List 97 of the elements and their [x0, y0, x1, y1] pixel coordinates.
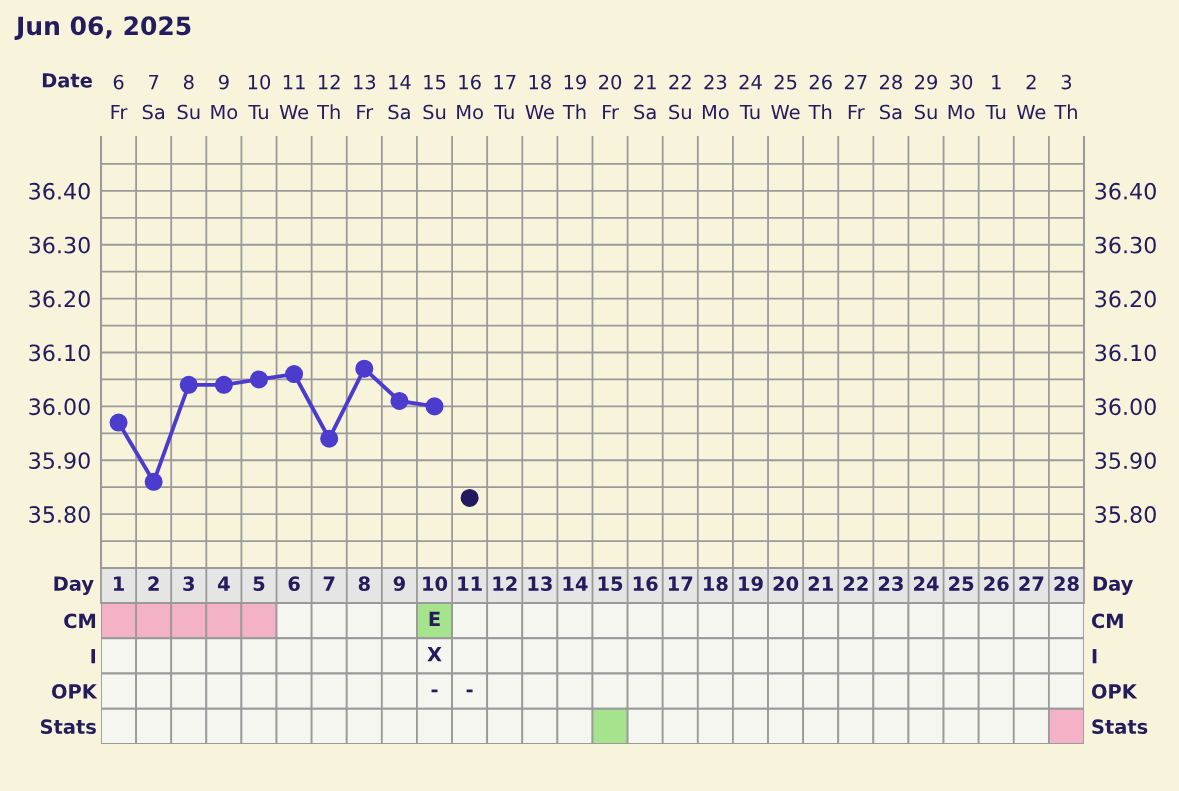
text: X	[427, 647, 442, 662]
category-label: CM	[1091, 613, 1123, 629]
x2-axis-title: Date	[42, 73, 92, 88]
x-tick-label: 7	[323, 576, 335, 591]
x-tick-label: 10	[423, 576, 448, 591]
text: -	[431, 689, 438, 693]
x-tick-label: 27	[1019, 576, 1044, 591]
x2-tick-label: 14 Sa	[388, 74, 411, 120]
x2-tick-label: 17 Tu	[494, 74, 516, 120]
x2-tick-label: 6 Fr	[111, 74, 128, 120]
point	[285, 365, 304, 384]
x-tick-label: 12	[493, 576, 517, 591]
y-tick-label: 36.30	[29, 236, 90, 254]
x2-tick-label: 19 Th	[562, 74, 586, 120]
x2-tick-label: 8 Su	[177, 74, 200, 120]
x-tick-label: 18	[704, 576, 728, 591]
point	[390, 391, 409, 411]
x2-tick-label: 2 We	[1016, 74, 1046, 120]
point	[214, 375, 233, 394]
x-tick-label: 24	[914, 576, 939, 591]
x-axis-title: Day	[54, 576, 94, 595]
x2-tick-label: 24 Tu	[739, 74, 762, 120]
x-tick-label: 6	[288, 576, 300, 591]
x-tick-label: 20	[773, 576, 799, 591]
x-tick-label: 26	[984, 576, 1009, 591]
x-tick-label: 9	[393, 576, 405, 591]
y-tick-label: 36.00	[29, 398, 90, 416]
x-tick-label: 8	[358, 576, 370, 591]
x2-tick-label: 3 Th	[1054, 74, 1077, 120]
x-tick-label: 13	[528, 576, 552, 591]
x2-tick-label: 18 We	[525, 74, 554, 120]
x2-tick-label: 29 Su	[914, 74, 938, 120]
y-tick-label: 36.10	[29, 344, 90, 362]
x-tick-label: 2	[148, 576, 159, 591]
x2-tick-label: 22 Su	[669, 74, 691, 120]
x2-tick-label: 27 Fr	[844, 74, 867, 120]
category-label: I	[91, 649, 96, 664]
x2-tick-label: 16 Mo	[457, 74, 483, 120]
x2-tick-label: 1 Tu	[985, 74, 1006, 120]
x2-tick-label: 28 Sa	[879, 74, 902, 120]
x-tick-label: 1	[113, 576, 124, 591]
x-tick-label: 3	[183, 576, 194, 591]
point	[144, 472, 163, 491]
y-tick-label: 35.80	[29, 506, 90, 523]
point	[179, 375, 198, 394]
x-tick-label: 4	[217, 576, 230, 591]
y2-tick-label: 36.30	[1095, 236, 1156, 254]
x2-tick-label: 26 Th	[808, 74, 832, 120]
x2-tick-label: 12 Th	[317, 74, 340, 120]
x2-tick-label: 11 We	[279, 74, 309, 120]
x-tick-label: 14	[563, 576, 588, 591]
point	[425, 397, 444, 416]
category-label: CM	[64, 613, 96, 629]
y2-tick-label: 35.80	[1095, 506, 1156, 523]
text: Day	[1093, 576, 1133, 595]
x2-tick-label: 21 Sa	[634, 74, 656, 120]
x-tick-label: 15	[598, 576, 623, 591]
category-label: Stats	[1092, 719, 1148, 735]
point	[249, 370, 269, 389]
x-tick-label: 23	[878, 576, 903, 591]
text: E	[429, 611, 440, 626]
x-tick-label: 22	[843, 576, 868, 591]
x2-tick-label: 15 Su	[423, 74, 446, 120]
x-tick-label: 5	[253, 576, 265, 591]
chart-title: Jun 06, 2025	[14, 16, 191, 40]
y2-tick-label: 36.00	[1095, 398, 1156, 416]
x-tick-label: 19	[739, 576, 763, 591]
x2-tick-label: 25 We	[771, 74, 800, 120]
y2-tick-label: 36.20	[1095, 290, 1156, 308]
category-label: OPK	[51, 684, 98, 699]
category-label: I	[1092, 649, 1097, 664]
x2-tick-label: 10 Tu	[248, 74, 271, 120]
point	[460, 488, 479, 507]
y-tick-label: 36.20	[29, 290, 90, 308]
y-tick-label: 36.40	[29, 182, 90, 200]
text: -	[466, 689, 473, 693]
x2-tick-label: 30 Mo	[948, 74, 975, 120]
x-tick-label: 25	[949, 576, 974, 591]
x-tick-label: 16	[633, 576, 658, 591]
x-tick-label: 21	[808, 576, 833, 591]
x2-tick-label: 13 Fr	[354, 74, 376, 120]
y-tick-label: 35.90	[29, 452, 90, 470]
x2-tick-label: 7 Sa	[142, 74, 165, 120]
x2-tick-label: 20 Fr	[599, 74, 622, 120]
y2-tick-label: 36.10	[1095, 344, 1156, 362]
x-tick-label: 11	[458, 576, 482, 591]
x2-tick-label: 9 Mo	[211, 74, 238, 120]
y2-tick-label: 35.90	[1095, 452, 1156, 470]
point	[320, 429, 339, 448]
point	[109, 413, 128, 432]
category-label: OPK	[1091, 684, 1138, 699]
category-label: Stats	[40, 719, 96, 735]
point	[355, 359, 374, 378]
x2-tick-label: 23 Mo	[702, 74, 729, 120]
x-tick-label: 28	[1054, 576, 1079, 591]
x-tick-label: 17	[668, 576, 693, 591]
y2-tick-label: 36.40	[1095, 182, 1156, 200]
